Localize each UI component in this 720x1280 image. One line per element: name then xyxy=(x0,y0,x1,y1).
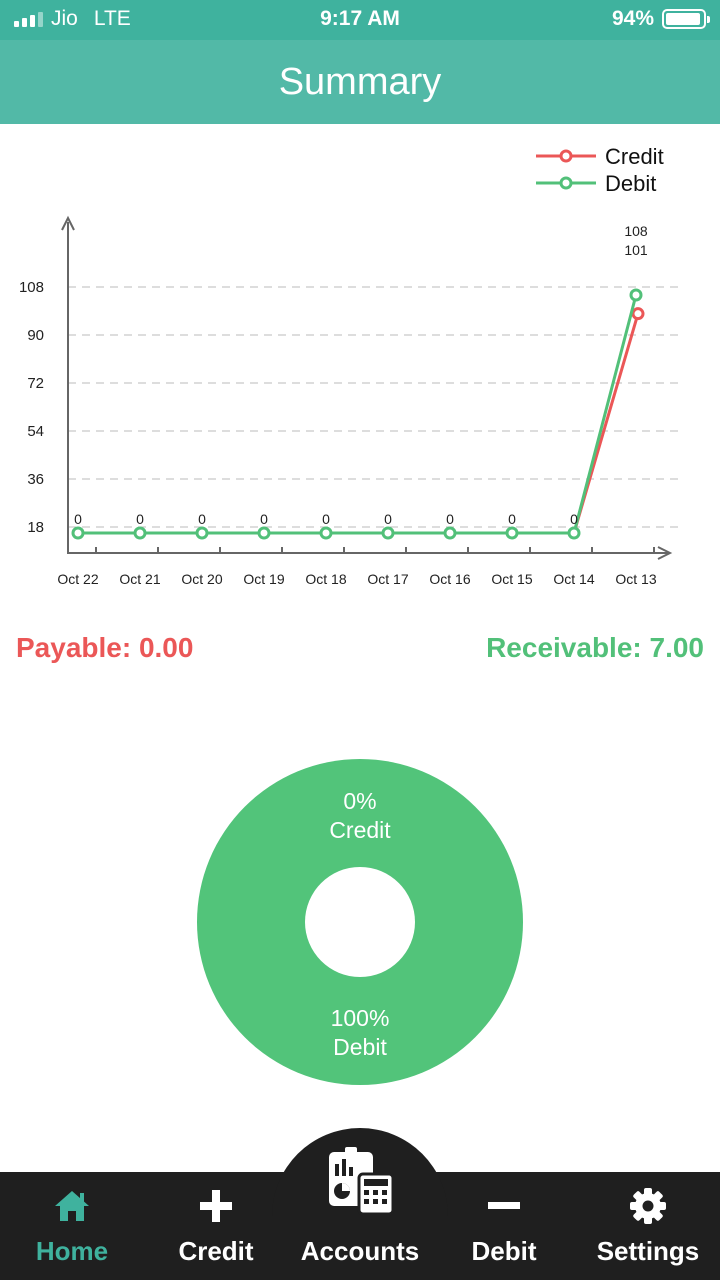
legend-label-debit: Debit xyxy=(605,171,656,196)
x-tick-label: Oct 18 xyxy=(305,571,346,587)
nav-accounts-label: Accounts xyxy=(300,1236,420,1266)
legend-label-credit: Credit xyxy=(605,144,664,169)
x-tick-label: Oct 20 xyxy=(181,571,222,587)
y-tick-label: 54 xyxy=(27,423,44,440)
x-tick-label: Oct 15 xyxy=(491,571,532,587)
data-label: 0 xyxy=(136,511,144,527)
x-tick-label: Oct 17 xyxy=(367,571,408,587)
battery-status: 94% xyxy=(611,7,710,31)
data-point-debit xyxy=(71,526,85,540)
line-chart: 18 36 54 72 90 108 Oct 22 Oct 21 Oct 20 Oct 19 Oct… xyxy=(19,144,684,587)
y-tick-label: 72 xyxy=(27,375,44,392)
data-label: 0 xyxy=(384,511,392,527)
data-point-credit xyxy=(631,307,645,321)
donut-hole xyxy=(305,867,415,977)
data-point-debit xyxy=(257,526,271,540)
carrier-info: Jio LTE xyxy=(14,7,131,31)
nav-settings-label: Settings xyxy=(596,1236,700,1266)
series-line-credit xyxy=(78,313,640,535)
page-title: Summary xyxy=(278,61,442,103)
data-label: 0 xyxy=(198,511,206,527)
x-tick-label: Oct 19 xyxy=(243,571,284,587)
carrier-name: Jio xyxy=(51,7,78,30)
nav-debit[interactable]: Debit xyxy=(432,1172,576,1280)
data-label: 101 xyxy=(624,242,648,258)
y-tick-label: 90 xyxy=(27,327,44,344)
home-icon xyxy=(0,1186,144,1226)
x-tick-label: Oct 14 xyxy=(553,571,594,587)
data-point-debit xyxy=(629,288,643,302)
series-line-debit xyxy=(78,294,638,535)
app-header: Summary xyxy=(0,40,720,124)
nav-home-label: Home xyxy=(35,1236,109,1266)
legend-marker-debit xyxy=(559,176,573,190)
nav-debit-label: Debit xyxy=(471,1236,537,1266)
signal-strength-icon xyxy=(14,11,43,27)
x-tick-label: Oct 13 xyxy=(615,571,656,587)
battery-percent: 94% xyxy=(611,7,654,30)
data-point-debit xyxy=(505,526,519,540)
minus-icon xyxy=(432,1186,576,1226)
nav-credit-label: Credit xyxy=(178,1236,254,1266)
x-tick-label: Oct 21 xyxy=(119,571,160,587)
legend-marker-credit xyxy=(559,149,573,163)
pie-percent-label: 100% xyxy=(331,1005,390,1031)
gear-icon xyxy=(576,1186,720,1226)
donut-chart: 0% Credit 100% Debit xyxy=(197,759,523,1085)
pie-name-label: Debit xyxy=(333,1034,387,1060)
clock: 9:17 AM xyxy=(320,7,400,30)
y-tick-label: 36 xyxy=(27,471,44,488)
nav-accounts[interactable]: Accounts xyxy=(288,1172,432,1280)
data-point-debit xyxy=(133,526,147,540)
x-axis-arrow xyxy=(657,546,673,560)
data-label: 0 xyxy=(446,511,454,527)
data-label: 0 xyxy=(508,511,516,527)
data-point-debit xyxy=(567,526,581,540)
data-point-debit xyxy=(443,526,457,540)
x-tick-label: Oct 16 xyxy=(429,571,470,587)
y-tick-label: 108 xyxy=(19,279,44,296)
nav-settings[interactable]: Settings xyxy=(576,1172,720,1280)
y-axis-arrow xyxy=(61,215,75,231)
x-tick-label: Oct 22 xyxy=(57,571,98,587)
data-label: 108 xyxy=(624,223,648,239)
status-bar: Jio LTE 9:17 AM 94% xyxy=(0,0,720,40)
data-label: 0 xyxy=(74,511,82,527)
y-tick-label: 18 xyxy=(27,519,44,536)
data-label: 0 xyxy=(260,511,268,527)
data-point-debit xyxy=(319,526,333,540)
battery-icon xyxy=(662,9,710,29)
pie-percent-label: 0% xyxy=(343,788,376,814)
pie-name-label: Credit xyxy=(329,817,391,843)
payable-amount: Payable: 0.00 xyxy=(16,632,194,663)
data-point-debit xyxy=(195,526,209,540)
data-label: 0 xyxy=(570,511,578,527)
plus-icon xyxy=(144,1186,288,1226)
data-point-debit xyxy=(381,526,395,540)
receivable-amount: Receivable: 7.00 xyxy=(486,632,704,663)
nav-home[interactable]: Home xyxy=(0,1172,144,1280)
data-label: 0 xyxy=(322,511,330,527)
nav-credit[interactable]: Credit xyxy=(144,1172,288,1280)
network-type: LTE xyxy=(93,7,131,30)
accounts-calculator-icon xyxy=(329,1147,395,1216)
